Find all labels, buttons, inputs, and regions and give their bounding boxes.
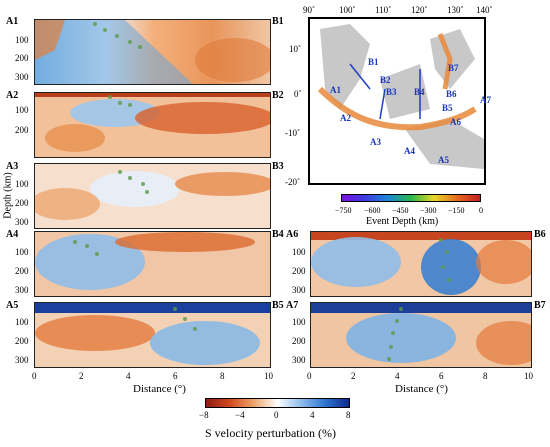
depth-tick: 100 [15,247,29,257]
map-label-b3: B3 [386,87,397,97]
profile-panel-a5b5 [34,302,271,368]
lat-tick: -20˚ [285,177,300,187]
event-colorbar-tick: −300 [420,206,437,215]
panel-label-b7: B7 [534,300,546,311]
depth-tick: 200 [292,336,306,346]
velocity-colorbar [205,398,350,408]
depth-tick: 300 [292,355,306,365]
event-colorbar-tick: −600 [364,206,381,215]
panel-label-b5: B5 [272,300,284,311]
distance-tick: 10 [264,371,273,381]
distance-axis-title-left: Distance (°) [133,383,186,395]
event-depth-colorbar [341,194,481,202]
event-colorbar-tick: −450 [392,206,409,215]
distance-tick: 8 [220,371,225,381]
velocity-colorbar-tick: 0 [274,410,279,420]
profile-panel-a6b6 [310,231,532,297]
panel-label-b1: B1 [272,16,284,27]
map-label-a5: A5 [438,155,449,165]
lon-tick: 140˚ [476,5,493,15]
event-colorbar-tick: 0 [479,206,483,215]
event-colorbar-label: Event Depth (km) [366,216,439,227]
panel-label-a6: A6 [286,229,299,240]
distance-tick: 0 [307,371,312,381]
lon-tick: 90˚ [303,5,315,15]
lon-tick: 110˚ [375,5,392,15]
lat-tick: 0˚ [294,89,302,99]
map-label-b1: B1 [368,57,379,67]
profile-panel-a3b3 [34,163,271,229]
depth-tick: 300 [15,217,29,227]
depth-tick: 200 [292,266,306,276]
panel-label-b4: B4 [272,229,284,240]
profile-panel-a2b2 [34,92,271,158]
depth-tick: 100 [15,317,29,327]
depth-tick: 200 [15,336,29,346]
map-label-a1: A1 [330,85,341,95]
distance-tick: 0 [32,371,37,381]
velocity-colorbar-tick: 8 [346,410,351,420]
distance-tick: 10 [524,371,533,381]
map-label-a3: A3 [370,137,381,147]
depth-tick: 300 [15,285,29,295]
depth-tick: 100 [15,179,29,189]
profile-panel-a7b7 [310,302,532,368]
distance-tick: 6 [173,371,178,381]
lon-tick: 120˚ [411,5,428,15]
distance-tick: 4 [395,371,400,381]
map-label-a2: A2 [340,113,351,123]
lat-tick: -10˚ [285,128,300,138]
map-label-a7: A7 [480,95,491,105]
map-label-b2: B2 [380,75,391,85]
map-label-b4: B4 [414,87,425,97]
depth-tick: 200 [15,125,29,135]
velocity-colorbar-tick: −8 [199,410,209,420]
panel-label-b2: B2 [272,90,284,101]
profile-panel-a1b1 [34,19,271,85]
map-label-b6: B6 [446,89,457,99]
distance-tick: 6 [439,371,444,381]
panel-label-a4: A4 [6,229,19,240]
velocity-colorbar-label: S velocity perturbation (%) [205,426,336,440]
depth-tick: 300 [15,72,29,82]
depth-tick: 200 [15,266,29,276]
depth-tick: 100 [292,247,306,257]
map-label-a4: A4 [404,146,415,156]
panel-label-b6: B6 [534,229,546,240]
map-label-b7: B7 [448,63,459,73]
panel-label-a3: A3 [6,161,19,172]
lat-tick: 10˚ [289,44,301,54]
map-label-a6: A6 [450,117,461,127]
depth-tick: 300 [292,285,306,295]
depth-tick: 100 [292,317,306,327]
event-colorbar-tick: −150 [448,206,465,215]
depth-tick: 300 [15,355,29,365]
panel-label-a7: A7 [286,300,299,311]
depth-tick: 100 [15,105,29,115]
panel-label-a2: A2 [6,90,19,101]
depth-tick: 100 [15,35,29,45]
panel-label-a5: A5 [6,300,19,311]
lon-tick: 130˚ [447,5,464,15]
distance-tick: 4 [126,371,131,381]
map-panel [308,17,486,185]
panel-label-a1: A1 [6,16,19,27]
distance-tick: 2 [79,371,84,381]
distance-tick: 2 [351,371,356,381]
lon-tick: 100˚ [339,5,356,15]
profile-panel-a4b4 [34,231,271,297]
distance-axis-title-right: Distance (°) [395,383,448,395]
depth-axis-title: Depth (km) [2,172,14,219]
depth-tick: 200 [15,53,29,63]
depth-tick: 200 [15,198,29,208]
map-label-b5: B5 [442,103,453,113]
event-colorbar-tick: −750 [335,206,352,215]
velocity-colorbar-tick: 4 [310,410,315,420]
panel-label-b3: B3 [272,161,284,172]
velocity-colorbar-tick: −4 [235,410,245,420]
distance-tick: 8 [483,371,488,381]
